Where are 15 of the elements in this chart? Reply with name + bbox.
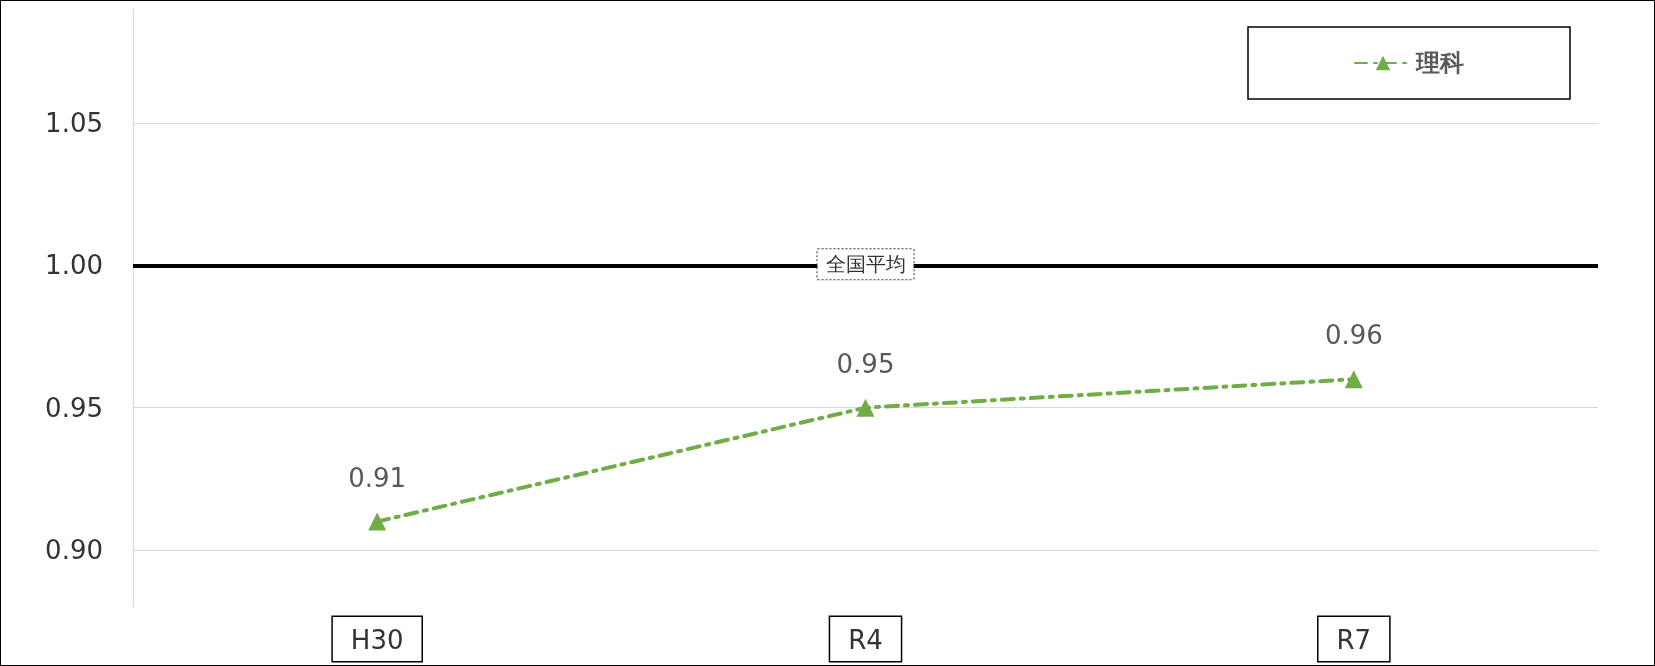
data-label: 0.96 <box>1324 320 1383 351</box>
point <box>1344 370 1363 389</box>
ref-line-label: 全国平均 <box>825 252 906 277</box>
y-tick-label: 0.90 <box>45 535 103 566</box>
point <box>856 398 875 417</box>
y-tick-label: 0.95 <box>45 392 103 423</box>
legend-label: 理科 <box>1415 49 1464 77</box>
y-tick-label: 1.00 <box>45 250 103 281</box>
x-tick-label: R7 <box>1336 625 1372 655</box>
y-tick-label: 1.05 <box>45 107 103 138</box>
point <box>368 512 387 531</box>
data-label: 0.91 <box>348 462 407 493</box>
x-tick-label: H30 <box>350 625 404 655</box>
data-label: 0.95 <box>836 348 895 379</box>
x-tick-label: R4 <box>848 625 883 655</box>
